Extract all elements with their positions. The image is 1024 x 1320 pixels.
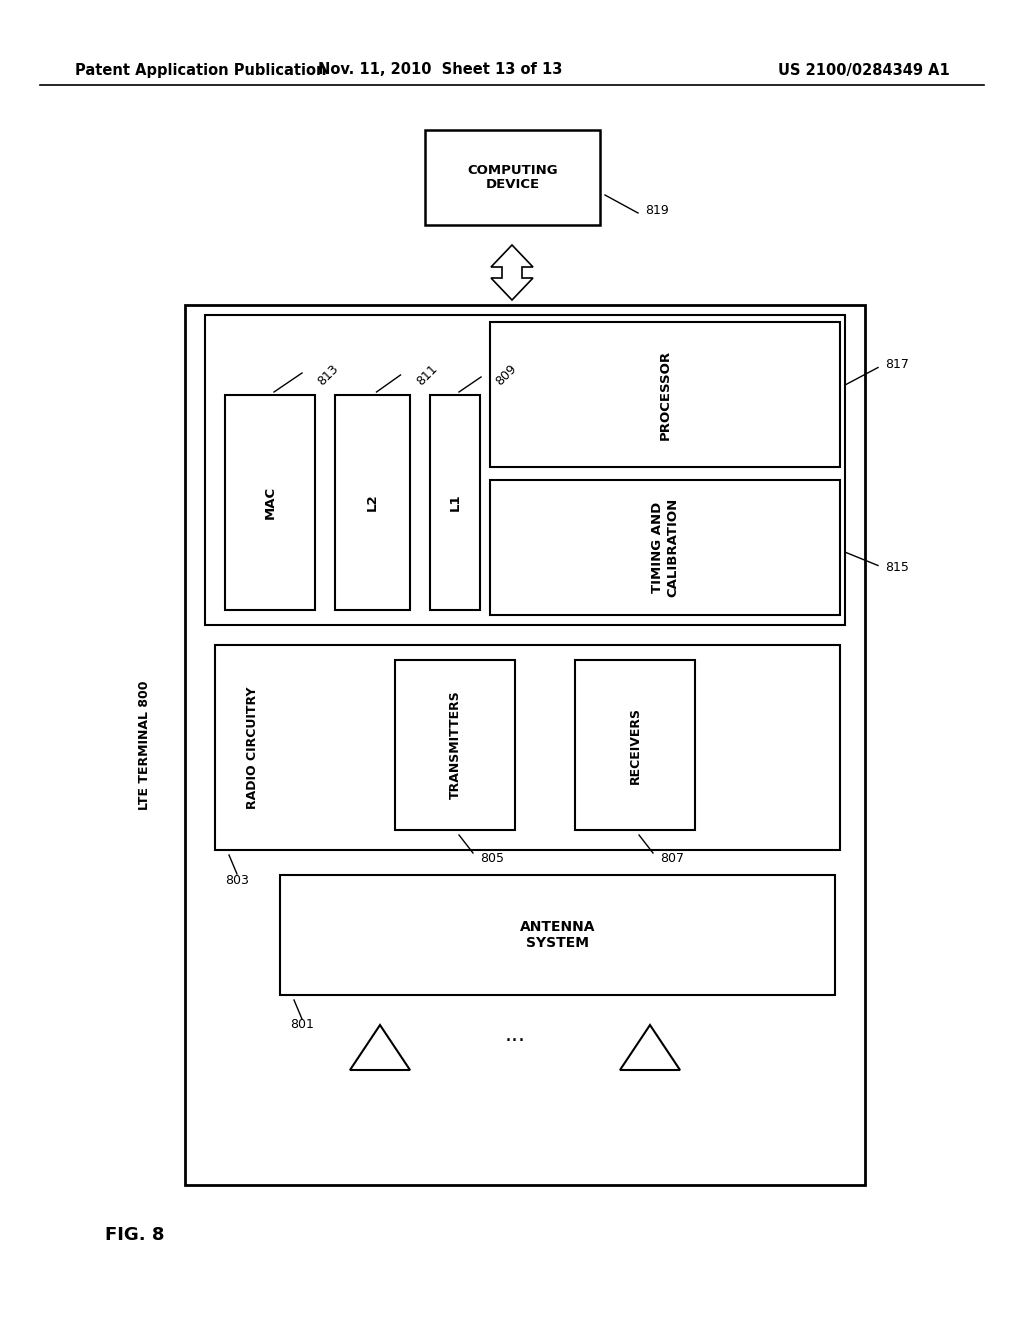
Text: L2: L2 <box>366 494 379 511</box>
Text: 803: 803 <box>225 874 249 887</box>
Text: 815: 815 <box>885 561 909 574</box>
Bar <box>185 305 865 1185</box>
Bar <box>335 395 410 610</box>
Text: PROCESSOR: PROCESSOR <box>658 350 672 440</box>
Text: Nov. 11, 2010  Sheet 13 of 13: Nov. 11, 2010 Sheet 13 of 13 <box>317 62 562 78</box>
Text: FIG. 8: FIG. 8 <box>105 1226 165 1243</box>
Bar <box>490 480 840 615</box>
Text: 817: 817 <box>885 358 909 371</box>
Text: TIMING AND
CALIBRATION: TIMING AND CALIBRATION <box>651 498 679 597</box>
Bar <box>430 395 480 610</box>
Polygon shape <box>490 246 534 300</box>
Bar <box>225 395 315 610</box>
Text: 811: 811 <box>415 362 440 388</box>
Bar <box>575 660 695 830</box>
Polygon shape <box>350 1026 410 1071</box>
Text: ANTENNA
SYSTEM: ANTENNA SYSTEM <box>520 920 595 950</box>
Text: L1: L1 <box>449 494 462 511</box>
Text: RADIO CIRCUITRY: RADIO CIRCUITRY <box>247 686 259 809</box>
Text: Patent Application Publication: Patent Application Publication <box>75 62 327 78</box>
Polygon shape <box>620 1026 680 1071</box>
Text: 801: 801 <box>290 1019 314 1031</box>
Text: US 2100/0284349 A1: US 2100/0284349 A1 <box>778 62 950 78</box>
Bar <box>205 315 845 624</box>
Text: 819: 819 <box>645 203 669 216</box>
Bar <box>215 645 840 850</box>
Text: 809: 809 <box>493 362 519 388</box>
Text: 813: 813 <box>315 362 341 388</box>
Text: RECEIVERS: RECEIVERS <box>629 706 641 784</box>
Text: MAC: MAC <box>263 486 276 519</box>
Text: LTE TERMINAL 800: LTE TERMINAL 800 <box>138 680 152 809</box>
Text: 807: 807 <box>660 851 684 865</box>
Text: COMPUTING
DEVICE: COMPUTING DEVICE <box>467 164 558 191</box>
Bar <box>395 660 515 830</box>
Text: 805: 805 <box>480 851 504 865</box>
Bar <box>280 875 835 995</box>
Bar <box>425 129 600 224</box>
Bar <box>490 322 840 467</box>
Text: ...: ... <box>505 1026 525 1045</box>
Text: TRANSMITTERS: TRANSMITTERS <box>449 690 462 800</box>
